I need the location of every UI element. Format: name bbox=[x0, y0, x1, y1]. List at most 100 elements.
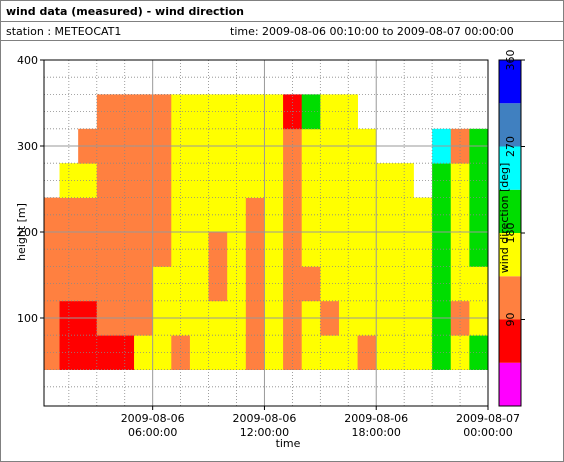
cell bbox=[152, 232, 172, 267]
cell bbox=[376, 266, 396, 302]
colorbar-bin bbox=[499, 103, 521, 147]
cell bbox=[189, 163, 209, 198]
y-tick-label: 200 bbox=[17, 226, 38, 239]
cell bbox=[450, 266, 470, 302]
cell bbox=[357, 197, 377, 233]
cell bbox=[264, 94, 284, 130]
colorbar-bin bbox=[499, 146, 521, 190]
cell bbox=[432, 266, 452, 302]
y-tick-label: 300 bbox=[17, 140, 38, 153]
cell bbox=[115, 335, 135, 370]
cell bbox=[59, 266, 79, 302]
cell bbox=[283, 197, 303, 233]
x-tick-label: 2009-08-06 18:00:00 bbox=[344, 412, 408, 439]
cell bbox=[432, 232, 452, 267]
cell bbox=[469, 232, 488, 267]
cell bbox=[376, 197, 396, 233]
cell bbox=[78, 163, 98, 198]
cell bbox=[245, 163, 265, 198]
colorbar-tick-label: 180 bbox=[504, 223, 517, 244]
cell bbox=[96, 197, 116, 233]
cell bbox=[189, 197, 209, 233]
cell bbox=[469, 335, 488, 370]
y-tick-label: 400 bbox=[17, 54, 38, 67]
x-tick-label: 2009-08-06 06:00:00 bbox=[121, 412, 185, 439]
cell bbox=[171, 335, 191, 370]
time-range: time: 2009-08-06 00:10:00 to 2009-08-07 … bbox=[230, 25, 514, 38]
cell bbox=[264, 197, 284, 233]
cell bbox=[189, 335, 209, 370]
cell bbox=[432, 197, 452, 233]
colorbar-bin bbox=[499, 276, 521, 320]
cell bbox=[96, 163, 116, 198]
cell bbox=[152, 94, 172, 130]
cell bbox=[357, 232, 377, 267]
cell bbox=[357, 335, 377, 370]
cell bbox=[376, 163, 396, 198]
cell bbox=[78, 335, 98, 370]
cell bbox=[152, 266, 172, 302]
cell bbox=[283, 266, 303, 302]
colorbar-bin bbox=[499, 319, 521, 363]
y-tick-label: 100 bbox=[17, 312, 38, 325]
cell bbox=[357, 163, 377, 198]
x-tick-label: 2009-08-07 00:00:00 bbox=[456, 412, 520, 439]
cell bbox=[338, 197, 358, 233]
cell bbox=[245, 266, 265, 302]
cell bbox=[189, 266, 209, 302]
cell bbox=[264, 335, 284, 370]
colorbar-bin bbox=[499, 60, 521, 104]
cell bbox=[44, 266, 60, 302]
cell bbox=[264, 266, 284, 302]
cell bbox=[59, 335, 79, 370]
y-axis-label: height [m] bbox=[15, 203, 28, 261]
x-axis-label: time bbox=[276, 437, 301, 450]
title: wind data (measured) - wind direction bbox=[6, 5, 244, 18]
cell bbox=[469, 266, 488, 302]
cell bbox=[338, 335, 358, 370]
colorbar-tick-label: 270 bbox=[504, 136, 517, 157]
cell bbox=[78, 266, 98, 302]
colorbar-bin bbox=[499, 233, 521, 277]
colorbar-bin bbox=[499, 362, 521, 406]
cell bbox=[152, 335, 172, 370]
cell bbox=[432, 335, 452, 370]
cell bbox=[245, 94, 265, 130]
cell bbox=[96, 266, 116, 302]
cell bbox=[376, 335, 396, 370]
cell bbox=[44, 232, 60, 267]
cell bbox=[357, 266, 377, 302]
cell bbox=[96, 232, 116, 267]
cell bbox=[171, 266, 191, 302]
colorbar-bin bbox=[499, 189, 521, 233]
cell bbox=[44, 197, 60, 233]
cell bbox=[189, 94, 209, 130]
cell bbox=[115, 266, 135, 302]
cell bbox=[469, 197, 488, 233]
cell bbox=[96, 94, 116, 130]
station: station : METEOCAT1 bbox=[6, 25, 121, 38]
cell bbox=[78, 197, 98, 233]
x-tick-label: 2009-08-06 12:00:00 bbox=[232, 412, 296, 439]
cell bbox=[96, 335, 116, 370]
cell bbox=[338, 266, 358, 302]
cell bbox=[152, 197, 172, 233]
colorbar-tick-label: 360 bbox=[504, 50, 517, 71]
cell bbox=[78, 232, 98, 267]
cell bbox=[432, 163, 452, 198]
cell bbox=[376, 232, 396, 267]
cell bbox=[450, 197, 470, 233]
colorbar-label: wind direction [deg] bbox=[498, 163, 511, 274]
cell bbox=[469, 163, 488, 198]
cell bbox=[245, 232, 265, 267]
cell bbox=[189, 232, 209, 267]
cell bbox=[264, 163, 284, 198]
cell bbox=[44, 335, 60, 370]
cell bbox=[59, 197, 79, 233]
colorbar-tick-label: 90 bbox=[504, 313, 517, 327]
cell bbox=[245, 335, 265, 370]
cell bbox=[264, 232, 284, 267]
cell bbox=[283, 335, 303, 370]
cell bbox=[245, 197, 265, 233]
